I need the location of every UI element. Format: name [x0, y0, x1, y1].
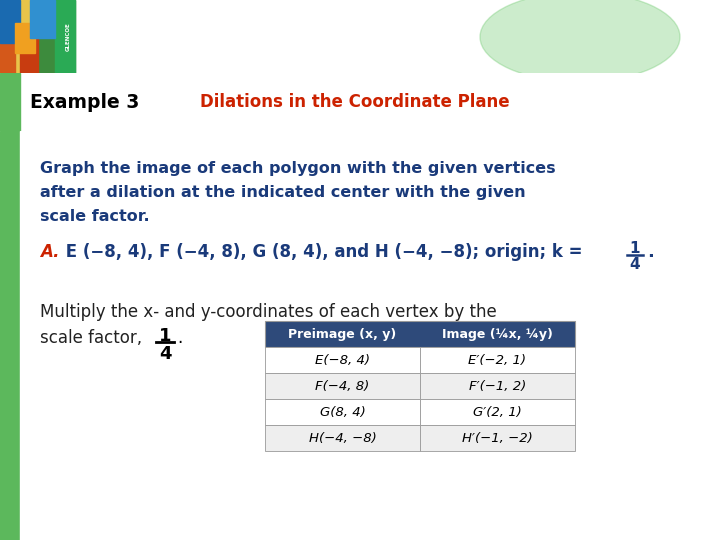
Text: 4: 4 [158, 345, 171, 363]
Bar [0, 131, 20, 540]
Bar [265, 321, 575, 347]
Text: .: . [177, 329, 182, 347]
Bar [0, 73, 20, 131]
Bar [420, 373, 575, 399]
Bar [20, 38, 38, 73]
Text: Multiply the x- and y-coordinates of each vertex by the: Multiply the x- and y-coordinates of eac… [40, 303, 497, 321]
Text: G′(2, 1): G′(2, 1) [473, 406, 522, 419]
Bar [10, 0, 35, 73]
Bar [420, 347, 575, 373]
Text: Graph the image of each polygon with the given vertices: Graph the image of each polygon with the… [40, 161, 556, 176]
Bar [420, 399, 575, 425]
Bar [265, 399, 420, 425]
Text: Image (¼x, ¼y): Image (¼x, ¼y) [442, 328, 553, 341]
Text: F(−4, 8): F(−4, 8) [315, 380, 369, 393]
Text: A.: A. [40, 243, 60, 261]
Bar [0, 33, 15, 73]
Text: E(−8, 4): E(−8, 4) [315, 354, 370, 367]
Text: 1: 1 [158, 327, 171, 345]
Ellipse shape [480, 0, 680, 82]
Text: 1: 1 [630, 241, 640, 256]
Text: H(−4, −8): H(−4, −8) [309, 431, 377, 445]
Bar [0, 0, 20, 43]
Text: scale factor,: scale factor, [40, 329, 142, 347]
Bar [265, 347, 420, 373]
Text: E′(−2, 1): E′(−2, 1) [469, 354, 526, 367]
Text: GEOMETRY: GEOMETRY [87, 8, 463, 66]
Text: Example 3: Example 3 [30, 92, 140, 112]
Text: E (−8, 4), F (−4, 8), G (8, 4), and H (−4, −8); origin; k =: E (−8, 4), F (−4, 8), G (8, 4), and H (−… [60, 243, 582, 261]
Text: G(8, 4): G(8, 4) [320, 406, 365, 419]
Text: GLENCOE: GLENCOE [66, 23, 71, 51]
Text: 4: 4 [630, 257, 640, 272]
Text: H′(−1, −2): H′(−1, −2) [462, 431, 533, 445]
Text: Preimage (x, y): Preimage (x, y) [289, 328, 397, 341]
Bar [30, 0, 55, 38]
Text: .: . [647, 243, 654, 261]
Bar [0, 0, 75, 73]
Bar [15, 23, 35, 53]
Bar [265, 373, 420, 399]
Text: scale factor.: scale factor. [40, 209, 150, 224]
Text: F′(−1, 2): F′(−1, 2) [469, 380, 526, 393]
Bar [55, 0, 75, 73]
Text: after a dilation at the indicated center with the given: after a dilation at the indicated center… [40, 185, 526, 200]
Bar [265, 425, 420, 451]
Bar [420, 425, 575, 451]
Text: Dilations in the Coordinate Plane: Dilations in the Coordinate Plane [200, 93, 510, 111]
